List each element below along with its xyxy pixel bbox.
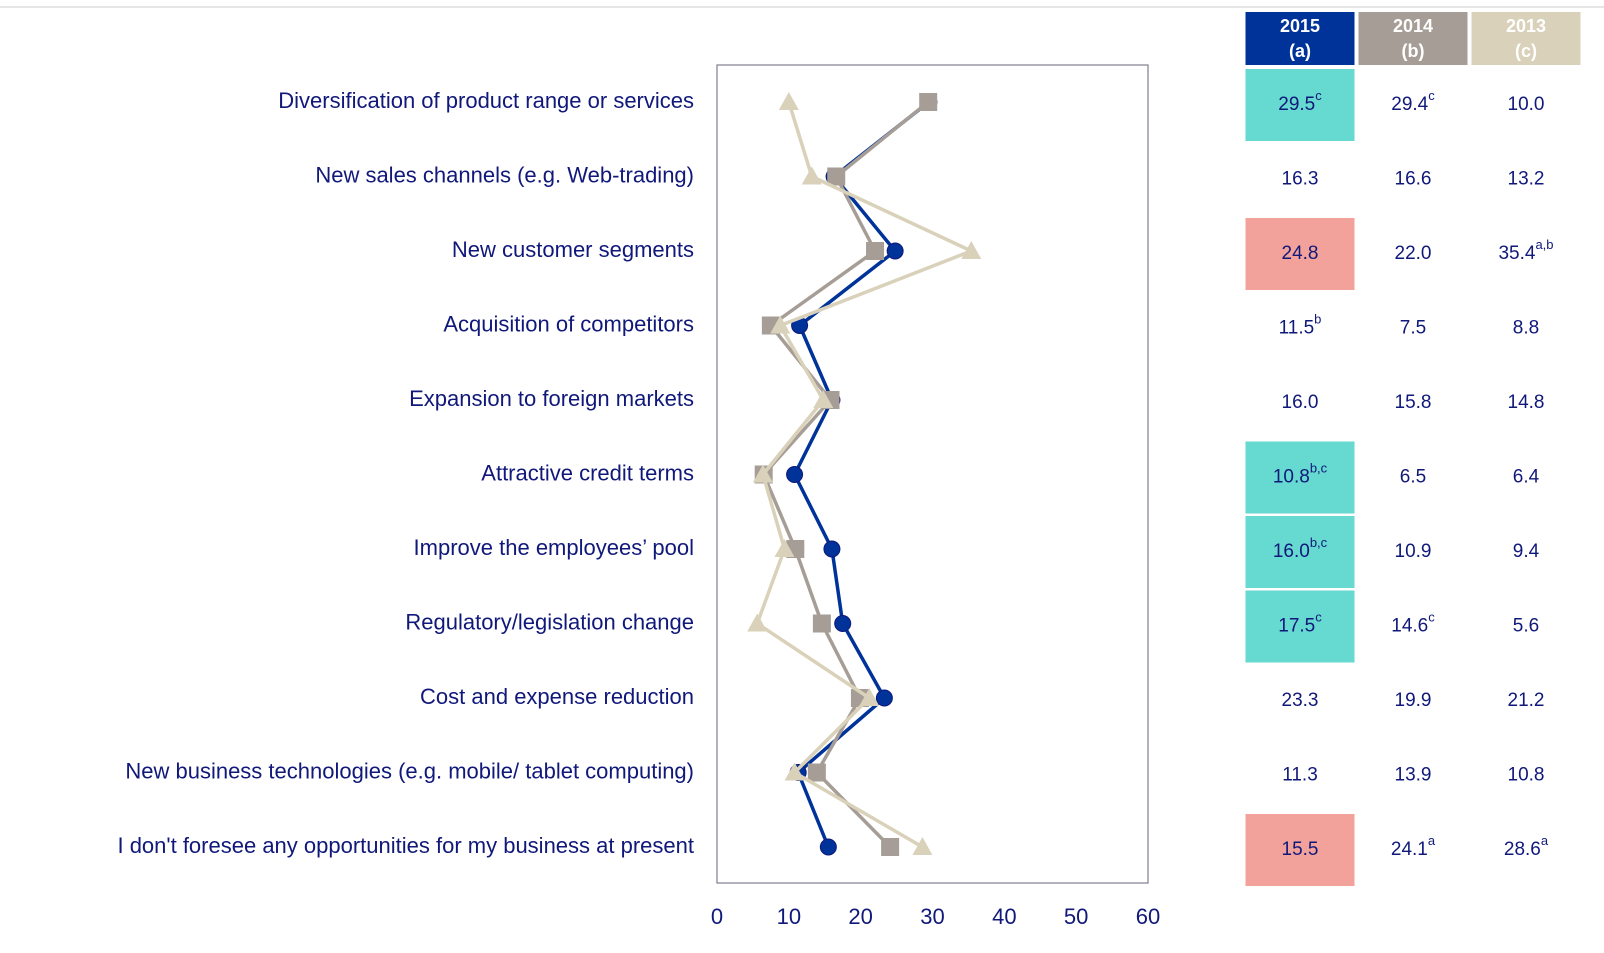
category-label: I don't foresee any opportunities for my… [117,833,694,858]
table-value: 11.5b [1279,312,1322,339]
header-cell [1358,12,1468,65]
header-year: 2014 [1393,16,1433,36]
table-value: 8.8 [1513,318,1539,339]
category-label: Acquisition of competitors [443,311,694,336]
marker [834,615,852,632]
superscript: c [1315,610,1322,625]
category-label: Improve the employees’ pool [414,535,694,560]
x-tick-label: 40 [992,904,1016,929]
marker [812,614,831,633]
table-value: 10.9 [1395,541,1432,562]
highlight-cell [1245,590,1355,663]
marker [801,166,822,185]
table-value: 11.3 [1282,765,1318,786]
marker [819,838,837,856]
marker [784,762,805,781]
table-value: 15.8 [1395,392,1432,413]
marker [807,763,826,782]
marker [752,464,773,483]
highlight-cell [1245,69,1355,141]
marker [866,242,885,260]
table-value: 24.8 [1282,243,1319,264]
table-value: 16.6 [1395,169,1432,190]
superscript: a,b [1535,237,1553,252]
highlight-cell [1245,218,1355,290]
category-label: New sales channels (e.g. Web-trading) [315,162,694,187]
superscript: c [1428,610,1435,625]
category-label: Cost and expense reduction [420,684,694,709]
header-year: 2013 [1506,16,1546,36]
marker [961,241,982,259]
category-label: Expansion to foreign markets [409,386,694,411]
marker [886,242,904,260]
table-value: 22.0 [1395,243,1432,264]
marker [813,390,834,408]
marker [912,837,933,855]
table-value: 13.9 [1395,765,1432,786]
marker [859,688,880,706]
table-value: 28.6a [1504,833,1549,860]
marker [823,540,841,558]
superscript: a [1428,833,1436,848]
table-value: 10.8 [1508,765,1545,786]
table-value: 16.0 [1282,392,1319,413]
highlight-cell [1245,814,1355,886]
header-cell [1245,12,1355,65]
marker [770,315,791,334]
x-tick-label: 30 [920,904,944,929]
superscript: c [1428,88,1435,103]
table-value: 19.9 [1395,690,1432,711]
x-tick-label: 0 [711,904,723,929]
header-year: 2015 [1280,16,1320,36]
category-label: New customer segments [452,237,694,262]
table-value: 6.4 [1513,467,1540,488]
header-tag: (c) [1515,41,1537,61]
header-cell [1471,12,1581,65]
superscript: b [1314,312,1321,327]
table-value: 10.0 [1508,94,1545,115]
table-value: 5.6 [1513,616,1539,637]
table-value: 15.5 [1282,839,1319,860]
table-value: 9.4 [1513,541,1540,562]
table-value: 7.5 [1400,318,1426,339]
x-tick-label: 20 [848,904,872,929]
superscript: b,c [1310,535,1328,550]
marker [919,93,938,111]
marker [778,92,799,110]
series-line [792,100,930,848]
header-tag: (a) [1289,41,1311,61]
superscript: a [1541,833,1549,848]
superscript: c [1315,88,1322,103]
table-value: 14.8 [1508,392,1545,413]
marker [747,613,768,632]
category-label: Regulatory/legislation change [405,609,694,634]
category-label: Diversification of product range or serv… [278,88,694,113]
header-tag: (b) [1402,41,1425,61]
table-value: 6.5 [1400,467,1426,488]
table-value: 23.3 [1282,690,1319,711]
x-tick-label: 10 [777,904,801,929]
table-value: 21.2 [1508,690,1545,711]
table-value: 16.3 [1282,169,1319,190]
marker [774,539,795,557]
table-value: 24.1a [1391,833,1436,860]
marker [786,466,804,483]
table-value: 29.4c [1391,88,1435,115]
category-label: Attractive credit terms [481,460,694,485]
marker [875,689,893,707]
superscript: b,c [1310,461,1328,476]
marker [827,167,846,186]
table-value: 13.2 [1508,169,1545,190]
x-tick-label: 60 [1136,904,1160,929]
table-value: 35.4a,b [1498,237,1553,264]
x-tick-label: 50 [1064,904,1088,929]
plot-frame [716,64,1149,884]
highlight-cell [1245,441,1355,514]
highlight-cell [1245,516,1355,588]
category-label: New business technologies (e.g. mobile/ … [125,758,694,783]
marker [881,838,900,856]
table-value: 14.6c [1391,610,1435,637]
